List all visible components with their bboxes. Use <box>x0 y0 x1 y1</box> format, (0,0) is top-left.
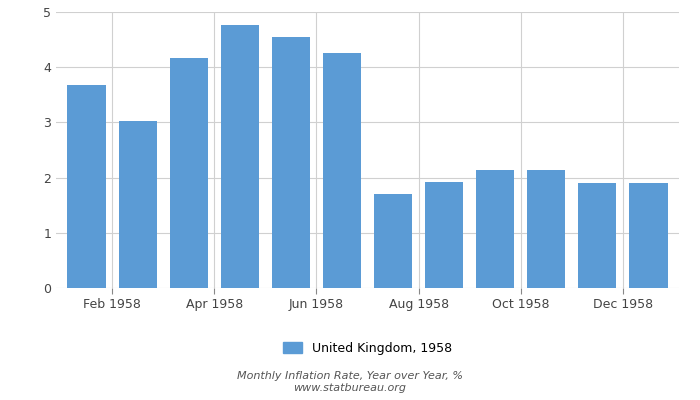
Bar <box>374 194 412 288</box>
Bar <box>67 85 106 288</box>
Bar <box>425 182 463 288</box>
Bar <box>476 170 514 288</box>
Bar <box>629 183 668 288</box>
Text: Monthly Inflation Rate, Year over Year, %: Monthly Inflation Rate, Year over Year, … <box>237 371 463 381</box>
Bar <box>220 25 259 288</box>
Bar <box>578 183 617 288</box>
Bar <box>169 58 208 288</box>
Bar <box>323 53 361 288</box>
Legend: United Kingdom, 1958: United Kingdom, 1958 <box>276 336 458 361</box>
Bar <box>527 170 566 288</box>
Text: www.statbureau.org: www.statbureau.org <box>293 383 407 393</box>
Bar <box>272 37 310 288</box>
Bar <box>118 121 157 288</box>
